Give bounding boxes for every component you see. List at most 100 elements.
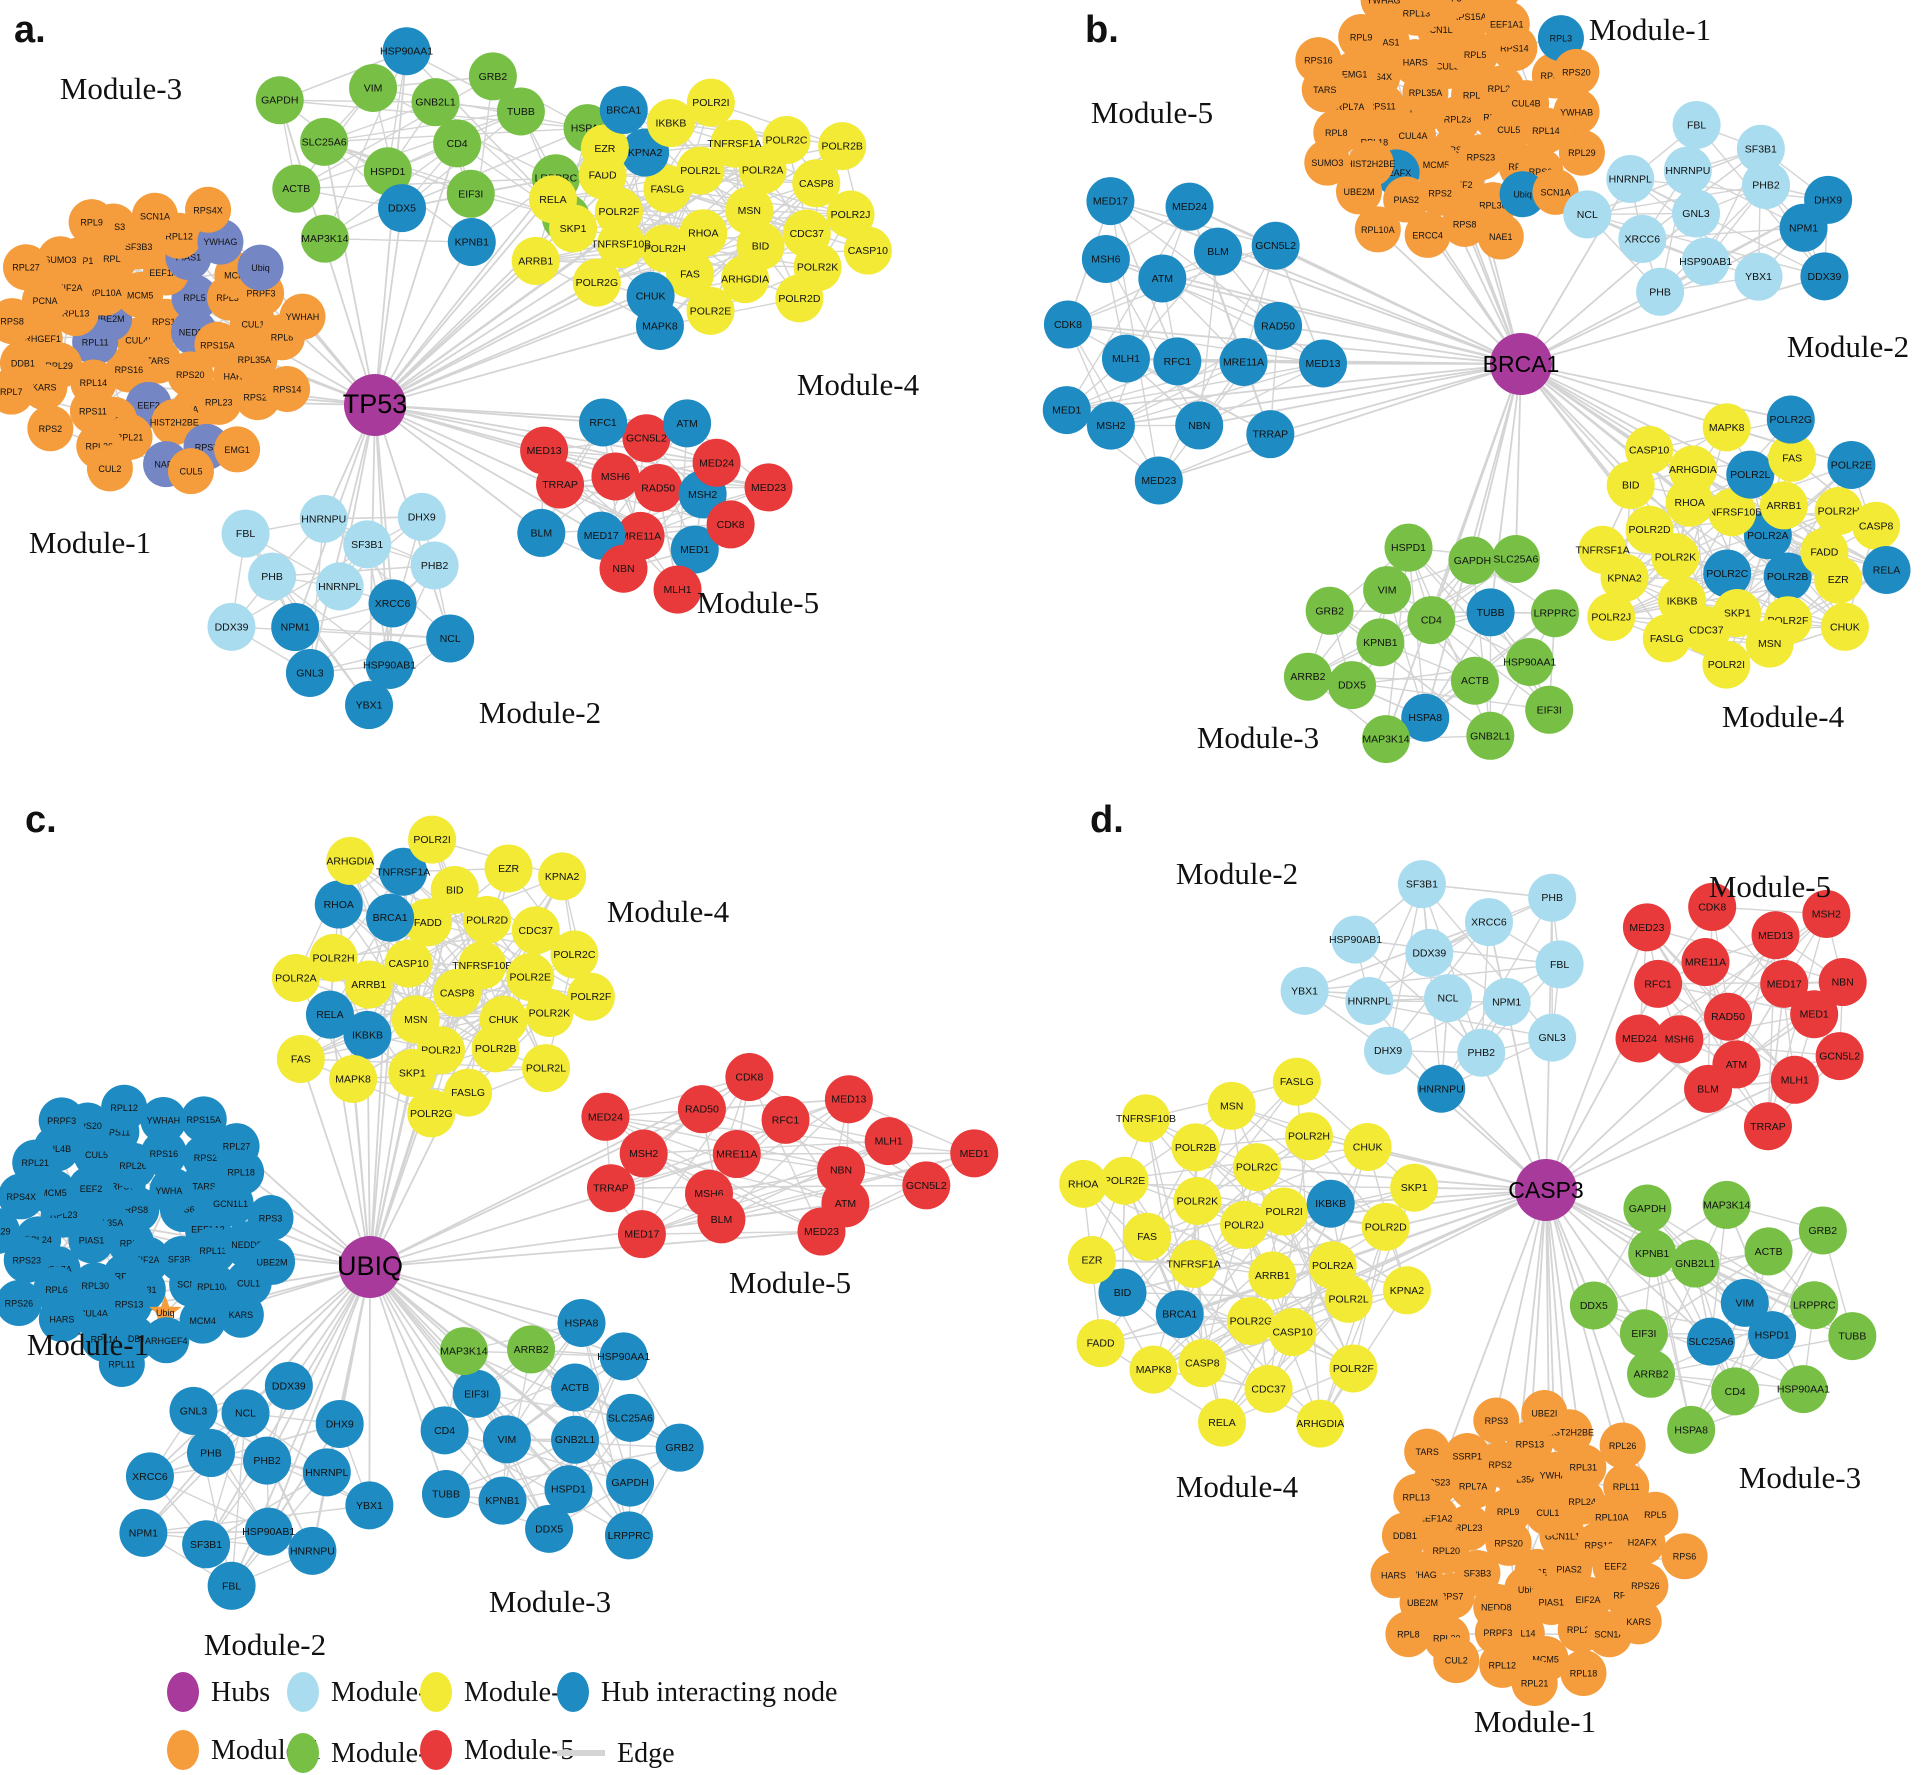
node-TNFRSF10B[interactable] bbox=[597, 220, 646, 269]
node-RELA[interactable] bbox=[528, 175, 577, 224]
node-PRPF3[interactable] bbox=[38, 1097, 85, 1144]
node-FBL[interactable] bbox=[1672, 100, 1721, 149]
node-NPM1[interactable] bbox=[1482, 978, 1531, 1027]
node-IKBKB[interactable] bbox=[1306, 1179, 1355, 1228]
node-PHB[interactable] bbox=[186, 1429, 235, 1478]
node-FAS[interactable] bbox=[1123, 1212, 1172, 1261]
node-XRCC6[interactable] bbox=[368, 579, 417, 628]
node-RPL21[interactable] bbox=[1511, 1660, 1558, 1707]
node-RPL12[interactable] bbox=[101, 1084, 148, 1131]
node-POLR2J[interactable] bbox=[826, 190, 875, 239]
node-EIF3I[interactable] bbox=[446, 169, 495, 218]
node-IKBKB[interactable] bbox=[646, 99, 695, 148]
node-EIF3I[interactable] bbox=[1619, 1309, 1668, 1358]
node-BRCA1[interactable] bbox=[599, 85, 648, 134]
node-POLR2C[interactable] bbox=[762, 116, 811, 165]
node-POLR2C[interactable] bbox=[1232, 1143, 1281, 1192]
node-MAP3K14[interactable] bbox=[300, 214, 349, 263]
node-MRE11A[interactable] bbox=[1681, 938, 1730, 987]
node-POLR2I[interactable] bbox=[408, 815, 457, 864]
node-NCL[interactable] bbox=[1424, 974, 1473, 1023]
hub-node-UBIQ[interactable] bbox=[339, 1236, 401, 1298]
node-POLR2K[interactable] bbox=[525, 989, 574, 1038]
node-MLH1[interactable] bbox=[864, 1117, 913, 1166]
node-HSP90AB1[interactable] bbox=[1681, 237, 1730, 286]
node-RAD50[interactable] bbox=[634, 463, 683, 512]
node-MED13[interactable] bbox=[520, 426, 569, 475]
node-CDC37[interactable] bbox=[1244, 1364, 1293, 1413]
node-MED24[interactable] bbox=[581, 1092, 630, 1141]
node-GAPDH[interactable] bbox=[1623, 1184, 1672, 1233]
node-GNL3[interactable] bbox=[1672, 189, 1721, 238]
node-RPS8[interactable] bbox=[0, 298, 36, 345]
node-POLR2G[interactable] bbox=[1226, 1296, 1275, 1345]
node-POLR2D[interactable] bbox=[1625, 505, 1674, 554]
node-RPL5[interactable] bbox=[1632, 1491, 1679, 1538]
node-ARHGDIA[interactable] bbox=[1668, 445, 1717, 494]
node-VIM[interactable] bbox=[349, 63, 398, 112]
node-TNFRSF10B[interactable] bbox=[1121, 1094, 1170, 1143]
node-CDK8[interactable] bbox=[706, 500, 755, 549]
node-TUBB[interactable] bbox=[1828, 1312, 1877, 1361]
node-RPS26[interactable] bbox=[1622, 1562, 1669, 1609]
node-UBE2I[interactable] bbox=[1521, 1390, 1568, 1437]
node-MED1[interactable] bbox=[670, 525, 719, 574]
node-ARRB1[interactable] bbox=[1248, 1251, 1297, 1300]
node-CDC37[interactable] bbox=[511, 906, 560, 955]
node-HARS[interactable] bbox=[38, 1295, 85, 1342]
node-MED24[interactable] bbox=[692, 438, 741, 487]
node-POLR2G[interactable] bbox=[1766, 395, 1815, 444]
node-CD4[interactable] bbox=[1711, 1367, 1760, 1416]
node-SF3B1[interactable] bbox=[343, 520, 392, 569]
node-GRB2[interactable] bbox=[1798, 1206, 1847, 1255]
node-ARRB2[interactable] bbox=[507, 1325, 556, 1374]
node-HSPD1[interactable] bbox=[544, 1465, 593, 1514]
node-POLR2H[interactable] bbox=[309, 933, 358, 982]
node-GNB2L1[interactable] bbox=[551, 1415, 600, 1464]
node-POLR2B[interactable] bbox=[1171, 1123, 1220, 1172]
node-KPNA2[interactable] bbox=[538, 852, 587, 901]
node-FADD[interactable] bbox=[1076, 1319, 1125, 1368]
node-ACTB[interactable] bbox=[1450, 656, 1499, 705]
node-EZR[interactable] bbox=[580, 124, 629, 173]
node-KPNB1[interactable] bbox=[1628, 1229, 1677, 1278]
node-ARRB2[interactable] bbox=[1627, 1349, 1676, 1398]
node-MED1[interactable] bbox=[1042, 386, 1091, 435]
node-RFC1[interactable] bbox=[761, 1095, 810, 1144]
node-MCM4[interactable] bbox=[179, 1297, 226, 1344]
node-FAS[interactable] bbox=[665, 250, 714, 299]
node-RPS26[interactable] bbox=[0, 1279, 42, 1326]
node-ACTB[interactable] bbox=[1744, 1227, 1793, 1276]
node-DDX39[interactable] bbox=[264, 1361, 313, 1410]
node-MED17[interactable] bbox=[617, 1210, 666, 1259]
node-POLR2B[interactable] bbox=[1763, 552, 1812, 601]
node-RPS6[interactable] bbox=[1661, 1533, 1708, 1580]
node-GAPDH[interactable] bbox=[255, 76, 304, 125]
node-BLM[interactable] bbox=[1193, 227, 1242, 276]
node-POLR2B[interactable] bbox=[471, 1024, 520, 1073]
node-CDK8[interactable] bbox=[1043, 300, 1092, 349]
node-RPL27[interactable] bbox=[213, 1123, 260, 1170]
node-HARS[interactable] bbox=[1370, 1552, 1417, 1599]
node-ARRB1[interactable] bbox=[1759, 481, 1808, 530]
node-RPS4X[interactable] bbox=[185, 186, 232, 233]
node-MED23[interactable] bbox=[744, 463, 793, 512]
node-RPS26[interactable] bbox=[1406, 0, 1452, 13]
node-CUL5[interactable] bbox=[167, 448, 214, 495]
node-PHB2[interactable] bbox=[1457, 1028, 1506, 1077]
node-POLR2H[interactable] bbox=[1284, 1112, 1333, 1161]
node-RELA[interactable] bbox=[1197, 1398, 1246, 1447]
node-RFC1[interactable] bbox=[579, 398, 628, 447]
node-MRE11A[interactable] bbox=[712, 1130, 761, 1179]
node-MSH6[interactable] bbox=[1655, 1015, 1704, 1064]
node-MSH2[interactable] bbox=[1802, 889, 1851, 938]
node-HNRNPU[interactable] bbox=[1417, 1064, 1466, 1113]
node-POLR2D[interactable] bbox=[463, 895, 512, 944]
node-RPL23[interactable] bbox=[195, 378, 242, 425]
node-POLR2F[interactable] bbox=[1329, 1344, 1378, 1393]
node-GNB2L1[interactable] bbox=[1466, 711, 1515, 760]
node-POLR2I[interactable] bbox=[1260, 1187, 1309, 1236]
node-NBN[interactable] bbox=[599, 544, 648, 593]
node-SLC25A6[interactable] bbox=[1491, 535, 1540, 584]
node-BLM[interactable] bbox=[1684, 1064, 1733, 1113]
